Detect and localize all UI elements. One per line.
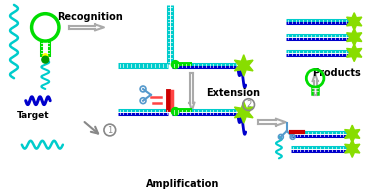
Polygon shape bbox=[346, 13, 362, 30]
Polygon shape bbox=[234, 55, 253, 76]
Circle shape bbox=[43, 54, 48, 59]
Text: Recognition: Recognition bbox=[57, 12, 123, 22]
Text: 1: 1 bbox=[107, 125, 112, 135]
Circle shape bbox=[172, 61, 179, 68]
Circle shape bbox=[172, 108, 179, 115]
Text: 2: 2 bbox=[246, 100, 251, 109]
Polygon shape bbox=[346, 28, 362, 46]
Polygon shape bbox=[234, 102, 253, 123]
Text: Target: Target bbox=[17, 111, 50, 120]
Polygon shape bbox=[346, 44, 362, 62]
Polygon shape bbox=[345, 140, 360, 157]
Text: Products: Products bbox=[312, 68, 361, 78]
Text: Extension: Extension bbox=[207, 88, 261, 98]
Text: Amplification: Amplification bbox=[146, 179, 219, 189]
Circle shape bbox=[42, 56, 49, 63]
Polygon shape bbox=[345, 125, 360, 143]
